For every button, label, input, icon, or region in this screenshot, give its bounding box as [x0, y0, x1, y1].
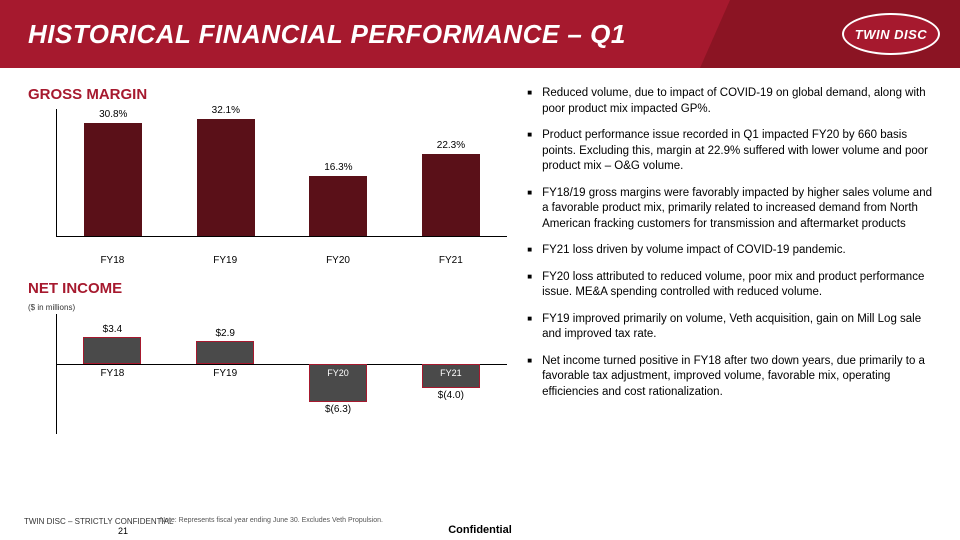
gm-bar-cell: 30.8% — [57, 109, 170, 236]
gm-value-label: 30.8% — [99, 109, 127, 120]
footer-confidential-center: Confidential — [448, 524, 512, 536]
bullet-text: Net income turned positive in FY18 after… — [542, 354, 938, 401]
gm-bar — [197, 119, 255, 236]
slide-title: HISTORICAL FINANCIAL PERFORMANCE – Q1 — [28, 19, 626, 50]
ni-value-label: $3.4 — [56, 324, 169, 335]
gross-margin-chart: 30.8%32.1%16.3%22.3% — [56, 109, 507, 237]
net-income-subtitle: ($ in millions) — [28, 303, 507, 312]
bullet-text: FY18/19 gross margins were favorably imp… — [542, 186, 938, 233]
gm-bar — [309, 176, 367, 236]
bullet-item: FY18/19 gross margins were favorably imp… — [527, 186, 938, 233]
ni-bar — [83, 337, 141, 364]
gm-bar-cell: 16.3% — [282, 162, 395, 236]
gm-bar — [84, 123, 142, 236]
gm-category-label: FY21 — [394, 251, 507, 266]
ni-bars-row: $3.4 FY18 $2.9 FY19FY20 $(6.3) FY21 $(4.0) — [56, 314, 507, 434]
ni-category-label: FY18 — [56, 368, 169, 379]
bullet-text: FY21 loss driven by volume impact of COV… — [542, 243, 846, 259]
bullet-item: Net income turned positive in FY18 after… — [527, 354, 938, 401]
ni-value-label: $(6.3) — [282, 404, 395, 415]
logo: TWIN DISC — [842, 13, 940, 55]
bullet-item: Reduced volume, due to impact of COVID-1… — [527, 86, 938, 117]
gm-value-label: 16.3% — [324, 162, 352, 173]
gm-category-label: FY20 — [282, 251, 395, 266]
charts-column: GROSS MARGIN 30.8%32.1%16.3%22.3% FY18FY… — [28, 86, 507, 434]
net-income-chart: $3.4 FY18 $2.9 FY19FY20 $(6.3) FY21 $(4.0) — [56, 314, 507, 434]
bullet-item: FY21 loss driven by volume impact of COV… — [527, 243, 938, 259]
ni-bar-cell: FY20 $(6.3) — [282, 314, 395, 434]
gm-bar-cell: 32.1% — [170, 105, 283, 236]
bullet-item: FY20 loss attributed to reduced volume, … — [527, 270, 938, 301]
footer-confidential-left: TWIN DISC – STRICTLY CONFIDENTIAL — [24, 517, 174, 526]
bullet-item: FY19 improved primarily on volume, Veth … — [527, 312, 938, 343]
footer-note: Note: Represents fiscal year ending June… — [160, 517, 383, 524]
ni-value-label: $(4.0) — [394, 390, 507, 401]
ni-bar-cell: $3.4 FY18 — [56, 314, 169, 434]
ni-bar-cell: FY21 $(4.0) — [394, 314, 507, 434]
ni-category-label: FY21 — [394, 368, 507, 378]
gm-bar-cell: 22.3% — [395, 140, 508, 236]
bullet-item: Product performance issue recorded in Q1… — [527, 128, 938, 175]
ni-bar — [196, 341, 254, 364]
gm-value-label: 22.3% — [437, 140, 465, 151]
bullet-text: FY20 loss attributed to reduced volume, … — [542, 270, 938, 301]
bullet-text: Product performance issue recorded in Q1… — [542, 128, 938, 175]
logo-text: TWIN DISC — [842, 13, 940, 55]
content-area: GROSS MARGIN 30.8%32.1%16.3%22.3% FY18FY… — [0, 68, 960, 434]
bullets-column: Reduced volume, due to impact of COVID-1… — [527, 86, 938, 434]
gm-category-label: FY19 — [169, 251, 282, 266]
gm-bar — [422, 154, 480, 236]
bullet-text: FY19 improved primarily on volume, Veth … — [542, 312, 938, 343]
footer-page-number: 21 — [118, 526, 128, 536]
gm-category-label: FY18 — [56, 251, 169, 266]
gross-margin-title: GROSS MARGIN — [28, 86, 507, 103]
slide-header: HISTORICAL FINANCIAL PERFORMANCE – Q1 TW… — [0, 0, 960, 68]
bullet-text: Reduced volume, due to impact of COVID-1… — [542, 86, 938, 117]
ni-value-label: $2.9 — [169, 328, 282, 339]
net-income-title: NET INCOME — [28, 280, 507, 297]
ni-category-label: FY20 — [282, 368, 395, 378]
ni-category-label: FY19 — [169, 368, 282, 379]
bullet-list: Reduced volume, due to impact of COVID-1… — [527, 86, 938, 400]
gm-value-label: 32.1% — [212, 105, 240, 116]
gross-margin-categories: FY18FY19FY20FY21 — [56, 251, 507, 266]
ni-bar-cell: $2.9 FY19 — [169, 314, 282, 434]
